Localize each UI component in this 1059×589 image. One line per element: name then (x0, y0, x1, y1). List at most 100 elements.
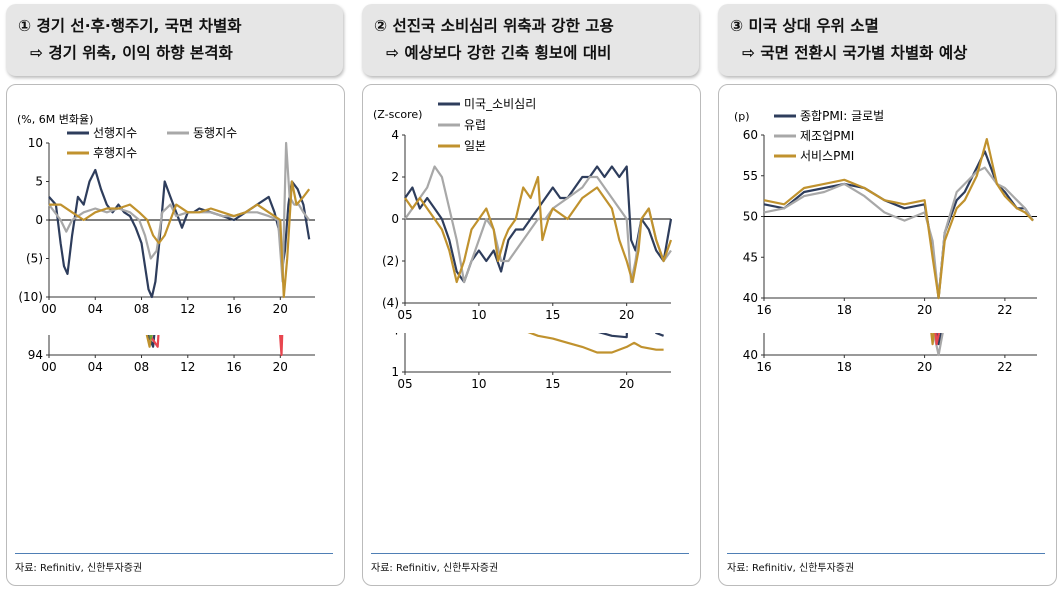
chart-country-leading-indicators: 1031009794000408121620(p)미국유럽중국영국일본 (28, 335, 315, 374)
y-tick-label: 55 (743, 169, 758, 183)
legend-label: 선행지수 (93, 125, 137, 140)
series-line-1 (147, 335, 156, 348)
x-tick-label: 20 (619, 308, 634, 322)
panel-2-source: 자료: Refinitiv, 신한투자증권 (371, 563, 499, 574)
series-line-5 (149, 335, 153, 340)
x-tick-label: 22 (997, 303, 1012, 317)
series-line-2 (48, 141, 311, 283)
x-tick-label: 22 (997, 360, 1012, 374)
panel-2-subtitle: ⇨ 예상보다 강한 긴축 횡보에 대비 (386, 44, 612, 62)
y-axis-label: (p) (734, 110, 750, 123)
y-tick-label: (5) (26, 252, 43, 266)
x-tick-label: 05 (397, 377, 412, 391)
series-line-3 (49, 180, 311, 299)
x-tick-label: 20 (917, 360, 932, 374)
x-tick-label: 16 (226, 302, 241, 316)
y-tick-label: 4 (391, 333, 399, 337)
x-tick-label: 10 (471, 308, 486, 322)
panel-1: ① 경기 선·후·행주기, 국면 차별화 ⇨ 경기 위축, 이익 하향 본격화 … (6, 4, 345, 586)
series-line-4 (934, 333, 941, 346)
legend-label: 미국_소비심리 (464, 97, 536, 111)
panel-2-header: ② 선진국 소비심리 위축과 강한 고용 ⇨ 예상보다 강한 긴축 횡보에 대비 (362, 4, 699, 76)
legend-label: 유럽 (464, 118, 486, 132)
x-tick-label: 16 (756, 360, 771, 374)
panel-1-chart-box: 10 5 0 (5) (10) 00 04 08 12 16 20 (%, 6M 변화율) 선행지수 동행… (6, 84, 345, 586)
chart-unemployment: 131074105101520(%)미국_실업률유럽일본 (391, 333, 671, 391)
panel-1-subtitle: ⇨ 경기 위축, 이익 하향 본격화 (30, 44, 233, 62)
y-tick-label: 1 (391, 365, 399, 379)
x-tick-label: 12 (180, 302, 195, 316)
source-divider (727, 553, 1045, 554)
x-tick-label: 04 (88, 302, 103, 316)
series-line-4 (150, 335, 284, 357)
series-line-1 (763, 150, 1034, 300)
legend-label: 종합PMI: 글로벌 (800, 109, 884, 123)
panel-3-header: ③ 미국 상대 우위 소멸 ⇨ 국면 전환시 국가별 차별화 예상 (718, 4, 1055, 76)
series-line-1 (935, 333, 943, 346)
y-tick-label: 5 (35, 175, 43, 189)
series-line-3 (404, 175, 673, 284)
y-tick-label: 2 (391, 170, 399, 184)
y-tick-label: 45 (743, 250, 758, 264)
y-tick-label: (10) (18, 290, 43, 304)
panel-1-header: ① 경기 선·후·행주기, 국면 차별화 ⇨ 경기 위축, 이익 하향 본격화 (6, 4, 343, 76)
x-tick-label: 10 (471, 377, 486, 391)
y-axis-label: (Z-score) (373, 108, 422, 121)
y-tick-label: (2) (382, 254, 399, 268)
x-tick-label: 08 (134, 302, 149, 316)
y-tick-label: 0 (391, 212, 399, 226)
x-tick-label: 18 (837, 360, 852, 374)
y-tick-label: 60 (743, 128, 758, 142)
y-tick-label: 94 (28, 348, 43, 362)
series-line-3 (145, 335, 153, 348)
legend-label: 서비스PMI (800, 149, 854, 163)
series-line-3 (527, 333, 664, 354)
x-tick-label: 08 (134, 360, 149, 374)
chart-leading-indicators: 10 5 0 (5) (10)00 04 08 12 16 20 (%, 6M 변화율)선행지수 동행… (17, 113, 315, 316)
y-tick-label: (4) (382, 296, 399, 310)
legend-label: 제조업PMI (800, 129, 854, 143)
y-tick-label: 10 (28, 136, 43, 150)
x-tick-label: 00 (41, 360, 56, 374)
legend-label: 일본 (464, 139, 486, 153)
x-tick-label: 05 (397, 308, 412, 322)
y-tick-label: 50 (743, 210, 758, 224)
x-tick-label: 15 (545, 308, 560, 322)
panel-3-chart-box: 60 55 50 45 40 16 18 20 22 (p) 종합PMI: 글로벌 제조업PMI 서비스… (718, 84, 1057, 586)
panel-3: ③ 미국 상대 우위 소멸 ⇨ 국면 전환시 국가별 차별화 예상 60 55 50… (718, 4, 1057, 586)
y-tick-label: 40 (743, 291, 758, 305)
panel-1-title: ① 경기 선·후·행주기, 국면 차별화 (18, 17, 242, 35)
x-tick-label: 00 (41, 302, 56, 316)
x-tick-label: 16 (756, 303, 771, 317)
x-tick-label: 04 (88, 360, 103, 374)
panel-2-title: ② 선진국 소비심리 위축과 강한 고용 (374, 17, 614, 35)
legend-label: 동행지수 (193, 125, 237, 140)
series-line-2 (149, 335, 153, 340)
x-tick-label: 18 (837, 303, 852, 317)
series-line-2 (932, 333, 944, 357)
x-tick-label: 20 (917, 303, 932, 317)
y-tick-label: 40 (743, 348, 758, 362)
series-line-1 (48, 168, 311, 299)
series-line-3 (930, 333, 935, 346)
panel-2: ② 선진국 소비심리 위축과 강한 고용 ⇨ 예상보다 강한 긴축 횡보에 대비… (362, 4, 701, 586)
x-tick-label: 15 (545, 377, 560, 391)
panel-3-source: 자료: Refinitiv, 신한투자증권 (727, 563, 855, 574)
panel-3-title: ③ 미국 상대 우위 소멸 (730, 17, 879, 35)
x-tick-label: 20 (619, 377, 634, 391)
legend-label: 후행지수 (93, 145, 137, 160)
y-tick-label: 4 (391, 128, 399, 142)
series-line-3 (763, 138, 1034, 300)
x-tick-label: 20 (273, 360, 288, 374)
y-axis-label: (%, 6M 변화율) (17, 113, 93, 126)
source-divider (15, 553, 333, 554)
x-tick-label: 16 (226, 360, 241, 374)
source-divider (371, 553, 689, 554)
panel-1-source: 자료: Refinitiv, 신한투자증권 (15, 563, 143, 574)
x-tick-label: 20 (273, 302, 288, 316)
chart-country-pmi: 7060504016182022(p)미국유럽중국신흥국 (743, 333, 1037, 374)
x-tick-label: 12 (180, 360, 195, 374)
